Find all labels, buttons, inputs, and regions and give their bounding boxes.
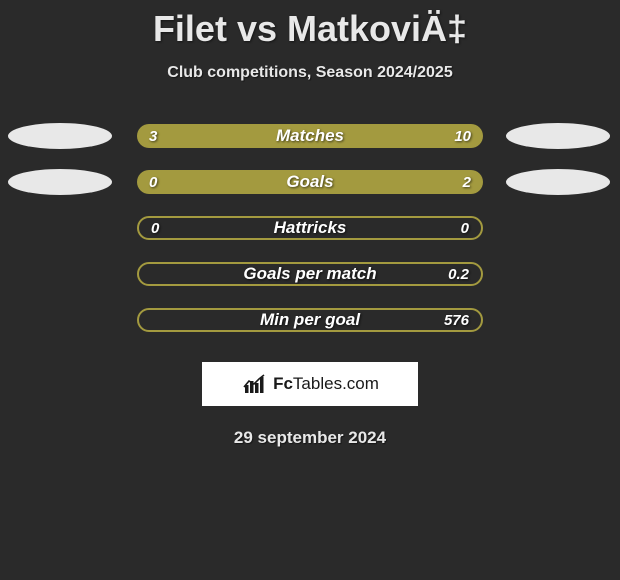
stat-row: Hattricks0 0 bbox=[0, 216, 620, 240]
player-right-marker bbox=[506, 169, 610, 195]
stat-bar: Goals0 2 bbox=[137, 170, 483, 194]
brand-logo[interactable]: FcTables.com bbox=[202, 362, 418, 406]
stat-value-right: 10 bbox=[454, 128, 471, 145]
player-left-marker bbox=[8, 169, 112, 195]
stat-value-right: 576 bbox=[444, 312, 469, 329]
subtitle: Club competitions, Season 2024/2025 bbox=[167, 64, 452, 82]
stat-row: Min per goal576 bbox=[0, 308, 620, 332]
stat-bar: Matches3 10 bbox=[137, 124, 483, 148]
stat-label: Hattricks bbox=[139, 218, 481, 238]
stat-value-left: 0 bbox=[149, 174, 157, 191]
stat-bar: Min per goal576 bbox=[137, 308, 483, 332]
stat-label: Goals bbox=[137, 172, 483, 192]
brand-bold: Fc bbox=[273, 374, 293, 393]
stat-value-right: 2 bbox=[463, 174, 471, 191]
brand-rest: Tables bbox=[293, 374, 342, 393]
stat-bar: Goals per match0.2 bbox=[137, 262, 483, 286]
stat-value-left: 3 bbox=[149, 128, 157, 145]
stat-bar: Hattricks0 0 bbox=[137, 216, 483, 240]
stat-value-right: 0 bbox=[461, 220, 469, 237]
as-of-date: 29 september 2024 bbox=[234, 428, 386, 448]
page-title: Filet vs MatkoviÄ‡ bbox=[153, 8, 467, 50]
stat-label: Min per goal bbox=[139, 310, 481, 330]
stat-row: Goals0 2 bbox=[0, 170, 620, 194]
stat-rows: Matches310Goals02Hattricks00Goals per ma… bbox=[0, 124, 620, 332]
stat-label: Matches bbox=[137, 126, 483, 146]
stat-value-left: 0 bbox=[151, 220, 159, 237]
brand-suffix: .com bbox=[342, 374, 379, 393]
comparison-widget: Filet vs MatkoviÄ‡ Club competitions, Se… bbox=[0, 0, 620, 448]
chart-icon bbox=[241, 373, 267, 395]
stat-label: Goals per match bbox=[139, 264, 481, 284]
stat-value-right: 0.2 bbox=[448, 266, 469, 283]
stat-row: Goals per match0.2 bbox=[0, 262, 620, 286]
stat-row: Matches3 10 bbox=[0, 124, 620, 148]
player-right-marker bbox=[506, 123, 610, 149]
player-left-marker bbox=[8, 123, 112, 149]
brand-text: FcTables.com bbox=[273, 374, 379, 394]
